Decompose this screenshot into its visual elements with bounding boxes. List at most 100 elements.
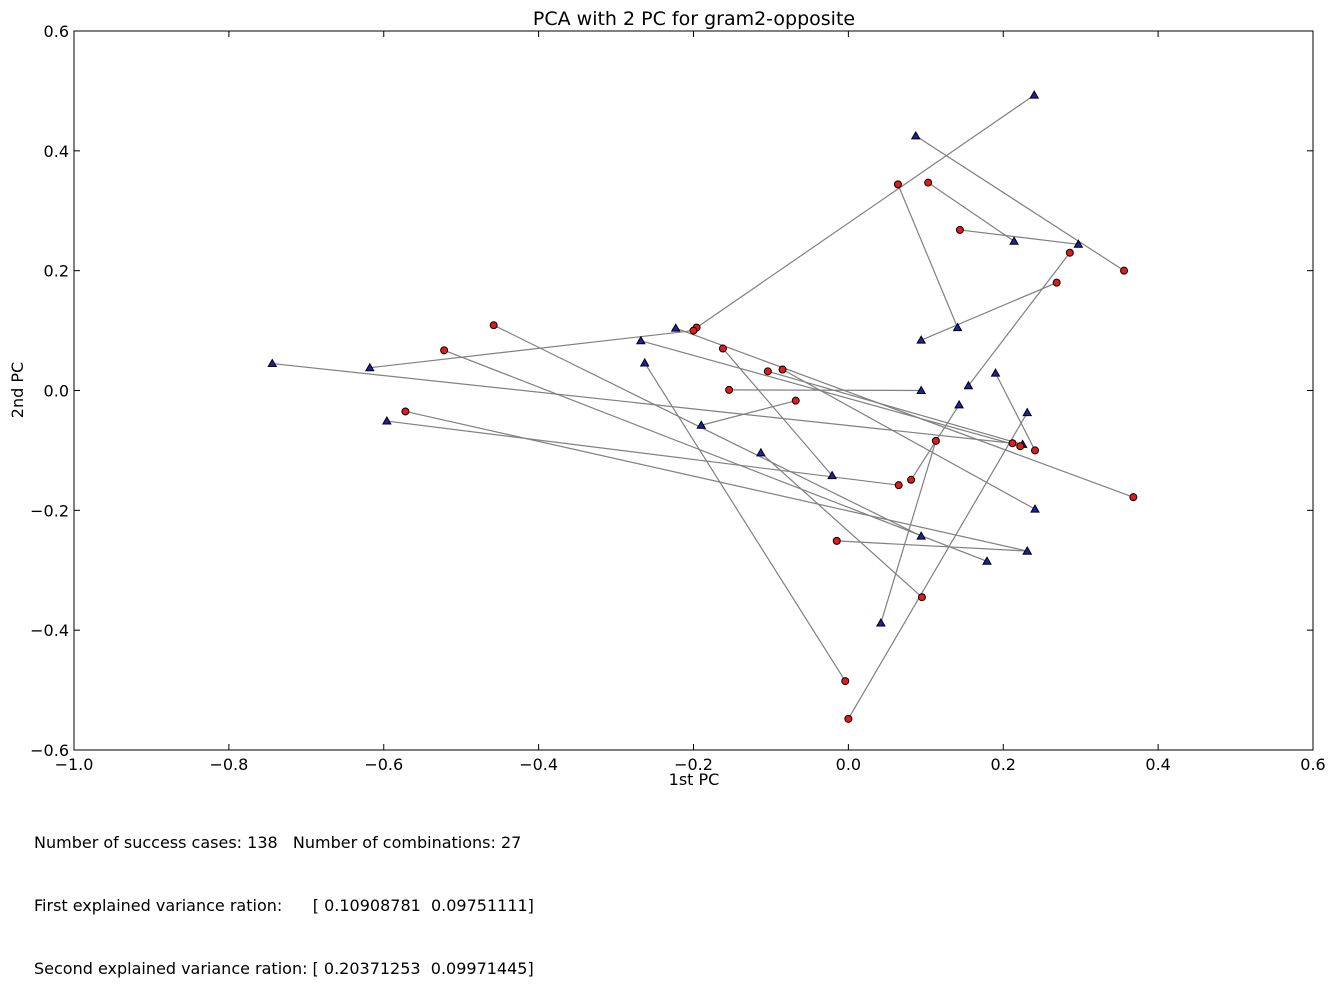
triangle-point-5 xyxy=(916,335,927,344)
connector-line-7 xyxy=(369,329,694,369)
connector-line-17 xyxy=(640,340,1021,447)
y-tick-label-1: −0.4 xyxy=(30,621,69,640)
x-tick-label-3: −0.4 xyxy=(519,755,558,774)
circle-point-17 xyxy=(1016,442,1025,451)
triangle-point-0 xyxy=(1029,90,1040,99)
connector-line-9 xyxy=(443,349,988,562)
connector-line-21 xyxy=(994,372,1036,451)
circle-point-13 xyxy=(718,344,727,353)
x-axis-label: 1st PC xyxy=(669,770,720,789)
y-tick-label-3: 0.0 xyxy=(44,382,69,401)
circle-point-11 xyxy=(791,396,800,405)
triangle-point-24 xyxy=(639,357,650,367)
connector-line-14 xyxy=(782,369,1036,510)
connector-line-13 xyxy=(722,348,833,476)
summary-notes: Number of success cases: 138 Number of c… xyxy=(34,790,534,1000)
circle-point-7 xyxy=(689,326,698,335)
circle-point-26 xyxy=(931,436,940,445)
chart-title: PCA with 2 PC for gram2-opposite xyxy=(533,8,855,30)
connector-line-5 xyxy=(920,282,1057,341)
x-tick-label-8: 0.6 xyxy=(1300,755,1325,774)
triangle-point-17 xyxy=(635,335,646,345)
x-tick-label-0: −1.0 xyxy=(55,755,94,774)
circle-point-5 xyxy=(1052,278,1061,287)
circle-point-25 xyxy=(844,714,853,723)
data-markers xyxy=(267,90,1138,723)
connector-line-4 xyxy=(959,229,1079,245)
circle-point-18 xyxy=(401,407,410,416)
circle-point-2 xyxy=(893,180,902,189)
triangle-point-14 xyxy=(1030,504,1040,513)
triangle-point-7 xyxy=(364,362,375,372)
circle-point-14 xyxy=(778,365,787,374)
triangle-point-19 xyxy=(381,416,392,425)
x-tick-label-5: 0.0 xyxy=(836,755,861,774)
y-tick-label-6: 0.6 xyxy=(44,22,69,41)
triangle-point-2 xyxy=(952,322,963,332)
connector-line-2 xyxy=(897,184,959,328)
connector-lines xyxy=(272,94,1134,720)
triangle-point-26 xyxy=(876,617,886,627)
triangle-point-25 xyxy=(1022,407,1033,417)
y-tick-label-5: 0.4 xyxy=(44,142,69,161)
connector-line-3 xyxy=(927,182,1015,242)
triangle-point-10 xyxy=(916,385,927,394)
circle-point-1 xyxy=(1120,266,1129,275)
connector-line-12 xyxy=(767,370,1023,446)
triangle-point-13 xyxy=(827,470,837,480)
note-second-variance: Second explained variance ration: [ 0.20… xyxy=(34,959,534,978)
circle-point-20 xyxy=(907,475,916,484)
y-axis-label: 2nd PC xyxy=(8,362,27,418)
circle-point-6 xyxy=(1065,248,1074,257)
plot-frame xyxy=(73,30,1314,751)
triangle-point-21 xyxy=(990,368,1001,377)
circle-point-23 xyxy=(917,593,926,602)
connector-line-22 xyxy=(836,540,1028,552)
triangle-point-3 xyxy=(1009,236,1019,245)
circle-point-10 xyxy=(725,385,734,394)
connector-line-24 xyxy=(644,362,846,682)
connector-line-19 xyxy=(386,420,899,486)
triangle-point-23 xyxy=(756,447,766,457)
y-tick-label-4: 0.2 xyxy=(44,262,69,281)
triangle-point-1 xyxy=(910,130,921,140)
triangle-point-9 xyxy=(982,556,992,565)
triangle-point-8 xyxy=(916,531,927,540)
circle-point-8 xyxy=(489,321,498,330)
triangle-point-6 xyxy=(963,380,974,390)
x-tick-label-7: 0.4 xyxy=(1145,755,1170,774)
note-success-cases: Number of success cases: 138 Number of c… xyxy=(34,833,522,852)
circle-point-15 xyxy=(1129,493,1138,502)
triangle-point-4 xyxy=(1073,239,1084,248)
note-first-variance: First explained variance ration: [ 0.109… xyxy=(34,896,534,915)
triangle-point-15 xyxy=(670,323,681,332)
connector-line-8 xyxy=(493,324,922,537)
circle-point-12 xyxy=(763,367,772,376)
x-tick-label-2: −0.6 xyxy=(364,755,403,774)
circle-point-22 xyxy=(832,536,841,545)
circle-point-19 xyxy=(894,481,903,490)
axis-ticks: −1.0 −0.8 −0.6 −0.4 −0.2 0.0 0.2 0.4 0.6 −0.6 −0.4… xyxy=(30,22,1326,774)
circle-point-4 xyxy=(955,225,964,234)
circle-point-21 xyxy=(1030,446,1039,455)
connector-line-6 xyxy=(967,252,1071,387)
connector-line-15 xyxy=(675,327,1134,498)
connector-line-23 xyxy=(760,452,923,598)
triangle-point-16 xyxy=(267,358,278,368)
pca-scatter-chart: PCA with 2 PC for gram2-opposite −1.0 −0.… xyxy=(8,8,1326,789)
connector-line-18 xyxy=(405,410,1028,552)
connector-line-1 xyxy=(915,135,1125,272)
circle-point-16 xyxy=(1008,439,1017,448)
circle-point-3 xyxy=(924,178,933,187)
y-tick-label-0: −0.6 xyxy=(30,741,69,760)
connector-line-25 xyxy=(847,412,1028,720)
x-tick-label-6: 0.2 xyxy=(991,755,1016,774)
triangle-point-20 xyxy=(954,399,964,409)
connector-line-26 xyxy=(880,440,937,624)
connector-line-11 xyxy=(701,400,796,426)
circle-point-9 xyxy=(440,346,449,355)
connector-line-16 xyxy=(272,362,1013,444)
triangle-point-11 xyxy=(696,420,707,429)
x-tick-label-1: −0.8 xyxy=(209,755,248,774)
triangle-point-22 xyxy=(1022,546,1033,555)
